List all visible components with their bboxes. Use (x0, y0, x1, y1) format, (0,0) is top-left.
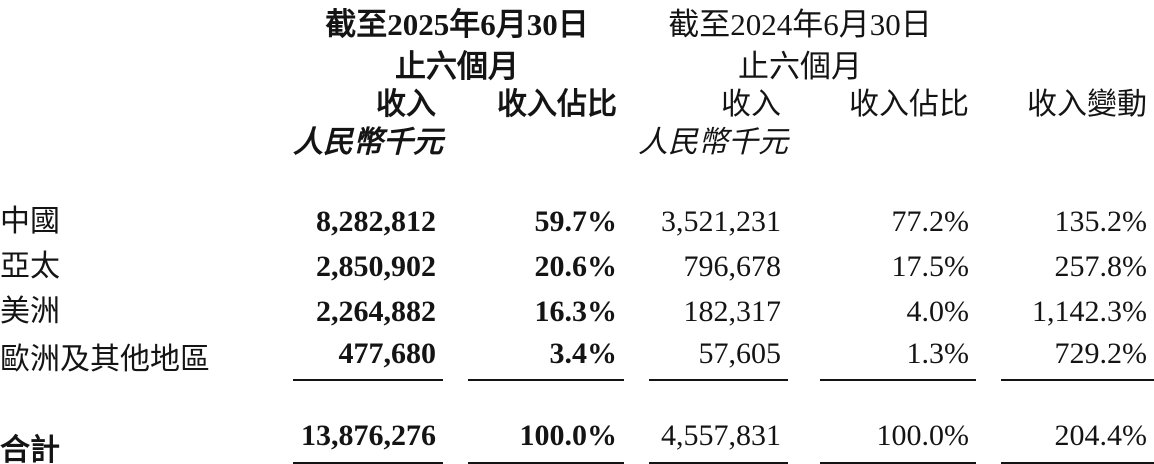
pct2025-value: 3.4% (443, 333, 624, 381)
rev2025-value: 2,850,902 (316, 250, 436, 283)
total-pct2025-value: 100.0% (443, 415, 624, 464)
single-rule (468, 379, 624, 381)
double-rule (468, 462, 624, 464)
double-rule (1001, 462, 1154, 464)
period-2025-line2: 止六個月 (395, 49, 519, 84)
table-row-americas: 美洲 2,264,882 16.3% 182,317 4.0% 1,142.3% (0, 288, 1154, 333)
rev2024-value: 3,521,231 (661, 205, 781, 238)
table-row-china: 中國 8,282,812 59.7% 3,521,231 77.2% 135.2… (0, 198, 1154, 243)
region-label: 中國 (0, 205, 60, 238)
single-rule (293, 379, 443, 381)
total-change-value: 204.4% (976, 415, 1154, 464)
empty-header-cell (976, 0, 1154, 88)
header-share-2025: 收入佔比 (497, 88, 617, 121)
region-label: 歐洲及其他地區 (0, 343, 210, 376)
rev2024-value: 796,678 (683, 250, 782, 283)
column-header-row: 收入 收入佔比 收入 收入佔比 收入變動 (0, 88, 1154, 122)
header-revenue-2025: 收入 (376, 88, 436, 121)
period-header-row: 截至2025年6月30日 止六個月 截至2024年6月30日 止六個月 (0, 0, 1154, 88)
total-label: 合計 (0, 434, 60, 464)
double-rule (649, 462, 788, 464)
spacer-row (0, 162, 1154, 198)
rev2024-value: 57,605 (624, 333, 788, 381)
table-row-total: 合計 13,876,276 100.0% 4,557,831 100.0% 20… (0, 415, 1154, 464)
period-2024-line2: 止六個月 (738, 49, 862, 84)
change-value: 135.2% (1054, 205, 1148, 238)
total-rev2024-value: 4,557,831 (624, 415, 788, 464)
pct2024-value: 17.5% (891, 250, 970, 283)
double-rule (820, 462, 976, 464)
period-2025-line1: 截至2025年6月30日 (325, 7, 589, 42)
pct2024-value: 77.2% (891, 205, 970, 238)
region-label: 美洲 (0, 295, 60, 328)
change-value: 729.2% (976, 333, 1154, 381)
unit-rmb-2025: 人民幣千元 (293, 126, 443, 159)
total-rev2025-value: 13,876,276 (290, 415, 443, 464)
spacer-row (0, 381, 1154, 415)
change-value: 1,142.3% (1032, 295, 1147, 328)
pct2025-value: 16.3% (534, 295, 618, 328)
header-revenue-2024: 收入 (721, 88, 781, 121)
units-row: 人民幣千元 人民幣千元 (0, 122, 1154, 162)
rev2025-value: 477,680 (290, 333, 443, 381)
period-2024-header: 截至2024年6月30日 止六個月 (624, 0, 976, 88)
double-rule (293, 462, 443, 464)
period-2024-line1: 截至2024年6月30日 (668, 7, 932, 42)
single-rule (820, 379, 976, 381)
pct2024-value: 4.0% (906, 295, 970, 328)
pct2025-value: 20.6% (534, 250, 618, 283)
single-rule (649, 379, 788, 381)
rev2025-value: 8,282,812 (316, 205, 436, 238)
total-pct2024-value: 100.0% (788, 415, 976, 464)
change-value: 257.8% (1054, 250, 1148, 283)
header-share-2024: 收入佔比 (849, 88, 969, 121)
period-2025-header: 截至2025年6月30日 止六個月 (290, 0, 624, 88)
table-row-asia-pacific: 亞太 2,850,902 20.6% 796,678 17.5% 257.8% (0, 243, 1154, 288)
single-rule (1001, 379, 1154, 381)
header-revenue-change: 收入變動 (1027, 88, 1147, 121)
empty-corner-cell (0, 0, 290, 88)
table-row-europe-others: 歐洲及其他地區 477,680 3.4% 57,605 1.3% 729.2% (0, 333, 1154, 381)
pct2024-value: 1.3% (788, 333, 976, 381)
pct2025-value: 59.7% (534, 205, 618, 238)
rev2025-value: 2,264,882 (316, 295, 436, 328)
rev2024-value: 182,317 (683, 295, 782, 328)
region-label: 亞太 (0, 250, 60, 283)
unit-rmb-2024: 人民幣千元 (638, 126, 788, 159)
